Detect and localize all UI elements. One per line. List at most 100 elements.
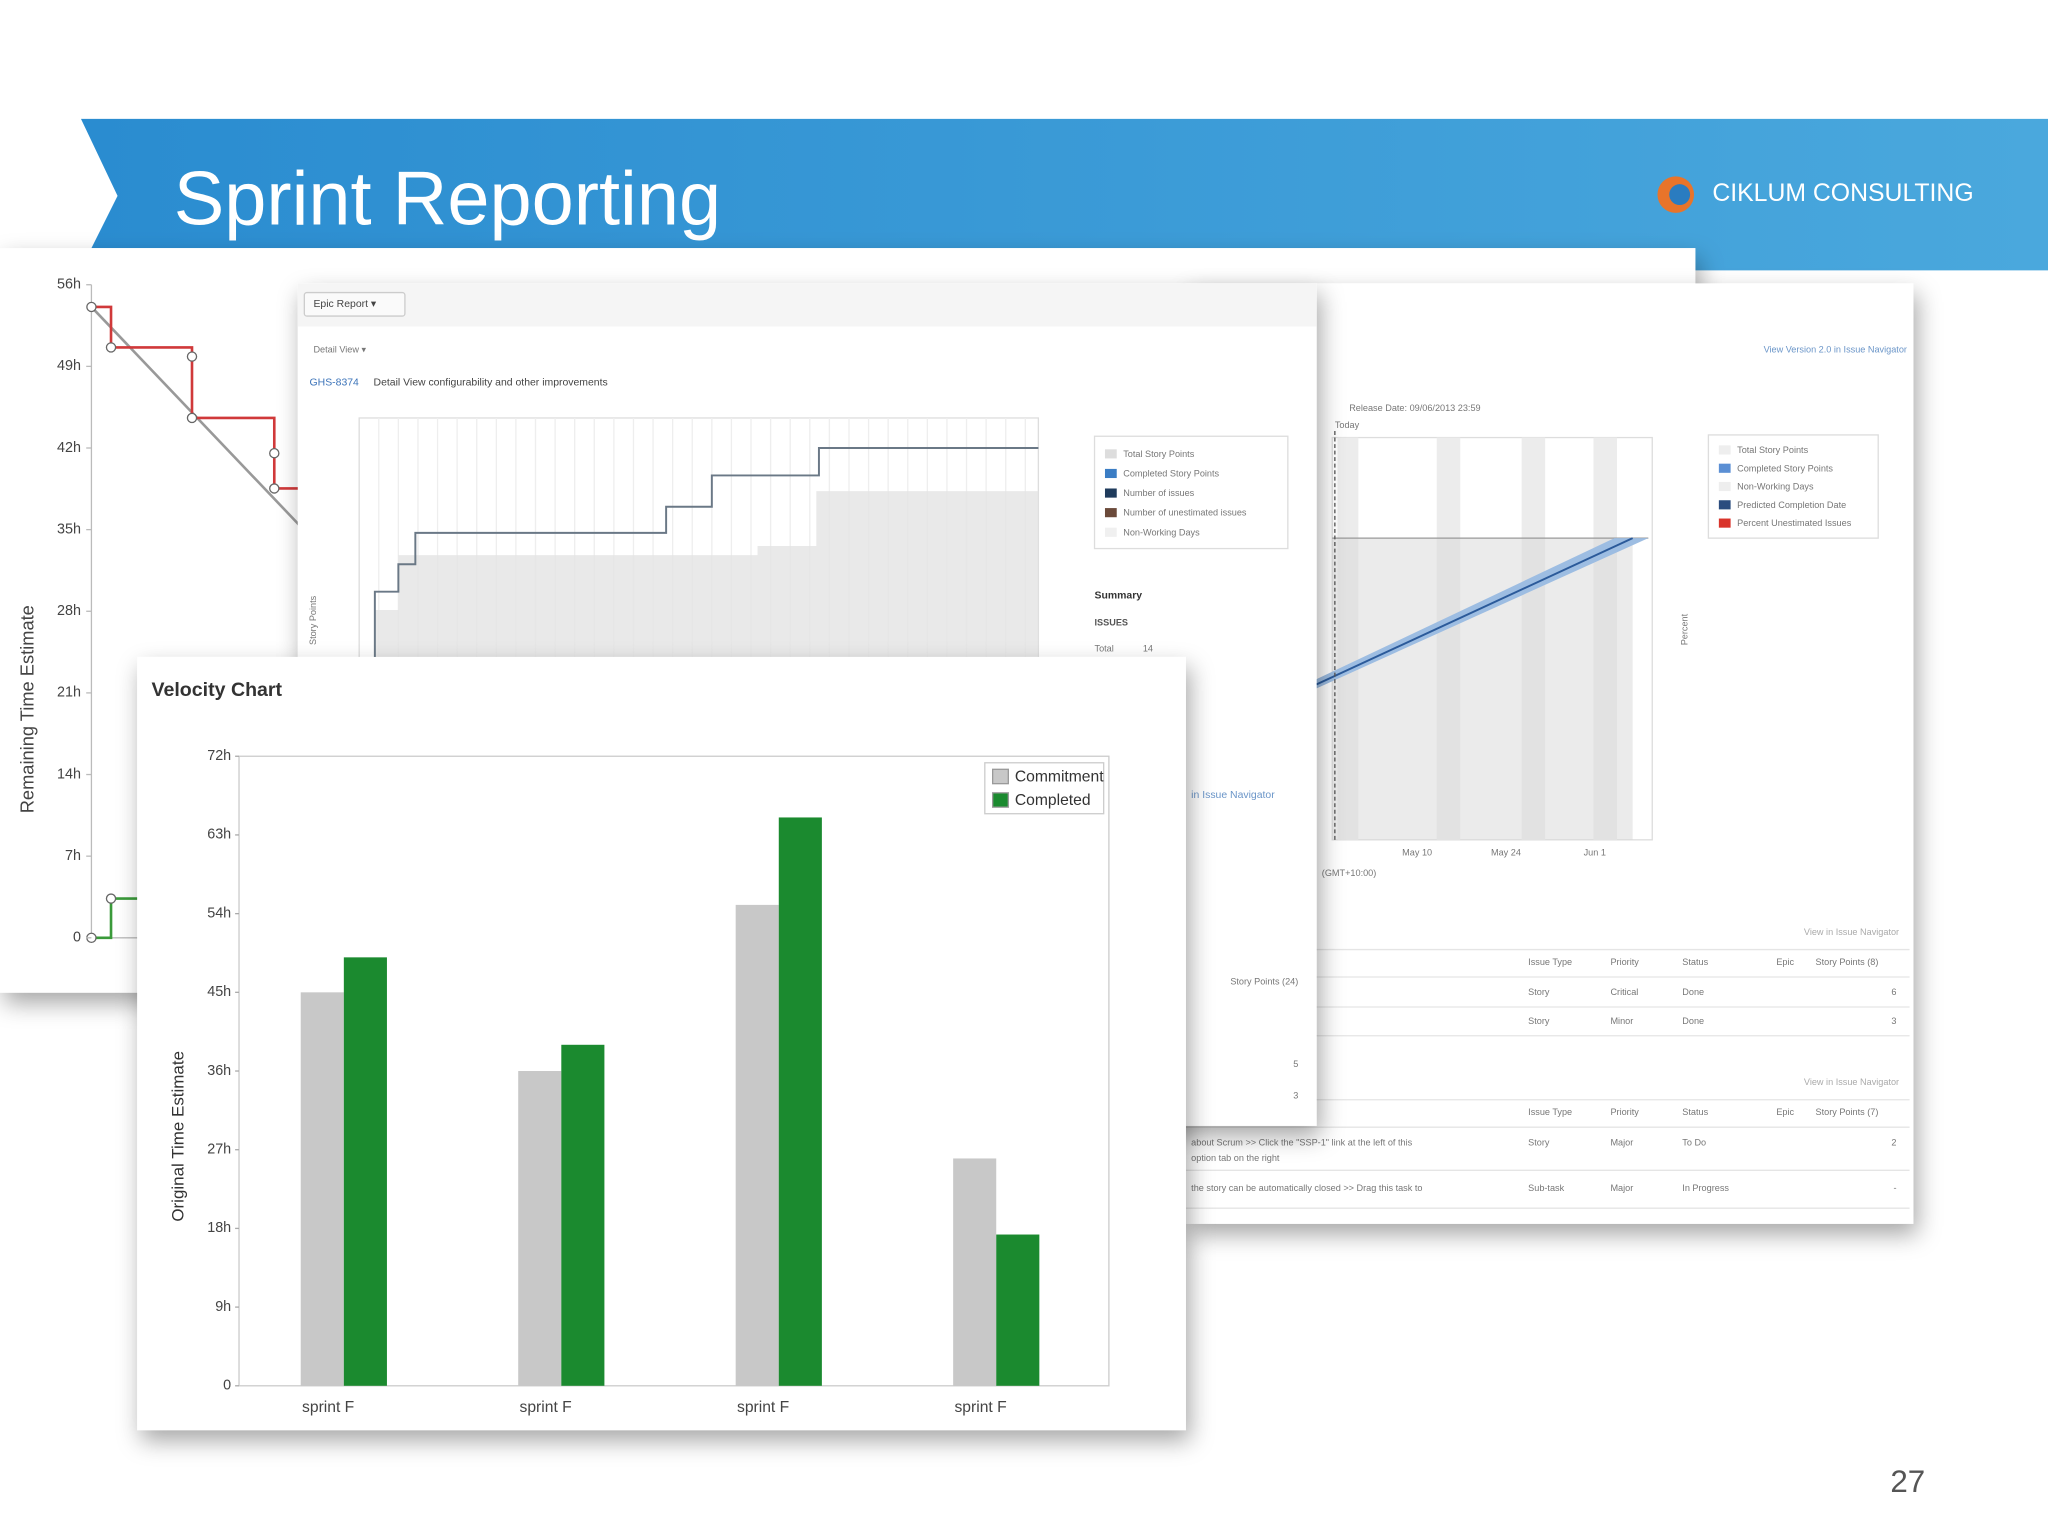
legend-swatch (1104, 488, 1117, 498)
table-header: Priority (1610, 1107, 1639, 1117)
point (186, 412, 198, 424)
bar (735, 904, 779, 1386)
table-cell: 6 (1891, 987, 1896, 997)
page-number: 27 (1890, 1464, 1925, 1499)
forecast-line (1316, 537, 1634, 686)
table-header: Epic (1776, 957, 1794, 967)
legend-label: Non-Working Days (1737, 482, 1814, 492)
table-cell: Sub-task (1528, 1183, 1564, 1193)
summary-heading: Summary (1095, 590, 1143, 601)
legend-swatch (1104, 468, 1117, 479)
header-band (80, 118, 2048, 271)
legend-label: Total Story Points (1737, 445, 1808, 455)
bar (300, 992, 344, 1386)
issues-line (373, 447, 1039, 667)
brand: CIKLUM CONSULTING (1712, 180, 1973, 207)
table-cell: Major (1610, 1183, 1633, 1193)
epic-key: GHS-8374 (310, 377, 360, 388)
x-tick-label: May 24 (1491, 847, 1521, 857)
table-cell: Story (1528, 1137, 1550, 1147)
legend-label: Non-Working Days (1123, 527, 1200, 537)
x-tick-label: sprint F (737, 1399, 789, 1416)
legend-label: Completed Story Points (1737, 463, 1833, 473)
legend-label: Commitment (1015, 768, 1104, 785)
table-cell: Done (1682, 1016, 1704, 1026)
point (186, 351, 198, 362)
logo-icon-inner (1669, 184, 1691, 206)
table-cell: 2 (1891, 1137, 1896, 1147)
legend-swatch (991, 768, 1009, 785)
table-cell: Major (1610, 1137, 1633, 1147)
release-date: Release Date: 09/06/2013 23:59 (1349, 403, 1480, 413)
table-cell: 3 (1891, 1016, 1896, 1026)
velocity-screen: Velocity Chart Original Time Estimate 0 9h 1… (137, 656, 1186, 1431)
legend-swatch (1718, 481, 1731, 492)
navigator-link: View in Issue Navigator (1804, 1077, 1899, 1087)
y-axis-label: Story Points (308, 595, 318, 645)
table-cell: Minor (1610, 1016, 1633, 1026)
table-cell: Done (1682, 987, 1704, 997)
legend-swatch (1718, 445, 1731, 455)
epic-name: Detail View configurability and other im… (374, 377, 608, 388)
table-cell: - (1893, 1183, 1896, 1193)
y-axis-label: Remaining Time Estimate (17, 605, 38, 813)
table-cell: 5 (1293, 1059, 1298, 1069)
y-tick-label: 35h (57, 521, 81, 537)
y-tick-label: 0 (73, 930, 81, 946)
menu-button[interactable] (303, 291, 406, 317)
legend-label: Completed Story Points (1123, 469, 1219, 479)
table-header: Issue Type (1528, 1107, 1572, 1117)
navigator-link: View in Issue Navigator (1804, 927, 1899, 937)
legend-label: Number of issues (1123, 488, 1194, 498)
legend-label: Completed (1015, 792, 1091, 809)
issues-heading: ISSUES (1095, 617, 1128, 627)
y-tick-label: 14h (57, 766, 81, 782)
y-tick-label: 28h (57, 603, 81, 619)
y-tick-label: 54h (207, 905, 231, 921)
x-tick-label: sprint F (302, 1399, 354, 1416)
table-cell: 3 (1293, 1090, 1298, 1100)
y-tick-label: 49h (57, 358, 81, 374)
y-tick-label: 18h (207, 1220, 231, 1236)
view-label: Detail View ▾ (313, 344, 366, 354)
y-tick-label: 0 (223, 1378, 231, 1394)
y-tick-label: 42h (57, 440, 81, 456)
completed-area (374, 491, 1039, 667)
point (269, 447, 280, 459)
legend-swatch (1718, 463, 1731, 473)
x-tick-label: May 10 (1402, 847, 1432, 857)
legend-swatch (1718, 500, 1731, 510)
y-tick-label: 21h (57, 685, 81, 701)
legend-swatch (1718, 518, 1731, 528)
y-axis-label: Original Time Estimate (168, 1051, 187, 1222)
y-tick-label: 36h (207, 1063, 231, 1079)
table-header: Story Points (7) (1816, 1107, 1879, 1117)
bar (996, 1234, 1040, 1386)
legend-label: Total Story Points (1123, 449, 1194, 459)
timezone: (GMT+10:00) (1322, 868, 1377, 878)
x-tick-label: sprint F (954, 1399, 1006, 1416)
bar (343, 957, 387, 1386)
slide-title: Sprint Reporting (174, 157, 721, 242)
issue-summary: about Scrum >> Click the "SSP-1" link at… (1191, 1137, 1412, 1147)
table-cell: To Do (1682, 1137, 1706, 1147)
legend-swatch (1104, 449, 1117, 459)
point (105, 342, 117, 353)
scope-area (1332, 538, 1633, 840)
legend-box (1093, 435, 1289, 550)
done-line (91, 897, 139, 940)
table-header: Story Points (8) (1816, 957, 1879, 967)
x-tick-label: sprint F (520, 1399, 572, 1416)
point (105, 893, 117, 904)
legend-label: Percent Unestimated Issues (1737, 518, 1852, 528)
y-axis-label: Percent (1679, 613, 1689, 645)
table-header: Story Points (24) (1230, 977, 1298, 987)
slide-content: Sprint Reporting CIKLUM CONSULTING 27 Re… (0, 118, 2048, 1499)
table-header: Status (1682, 957, 1708, 967)
y-tick-label: 9h (215, 1299, 231, 1315)
point (86, 301, 97, 313)
table-header: Priority (1610, 957, 1639, 967)
menu-label: Epic Report ▾ (313, 299, 376, 310)
table-cell: Story (1528, 1016, 1550, 1026)
